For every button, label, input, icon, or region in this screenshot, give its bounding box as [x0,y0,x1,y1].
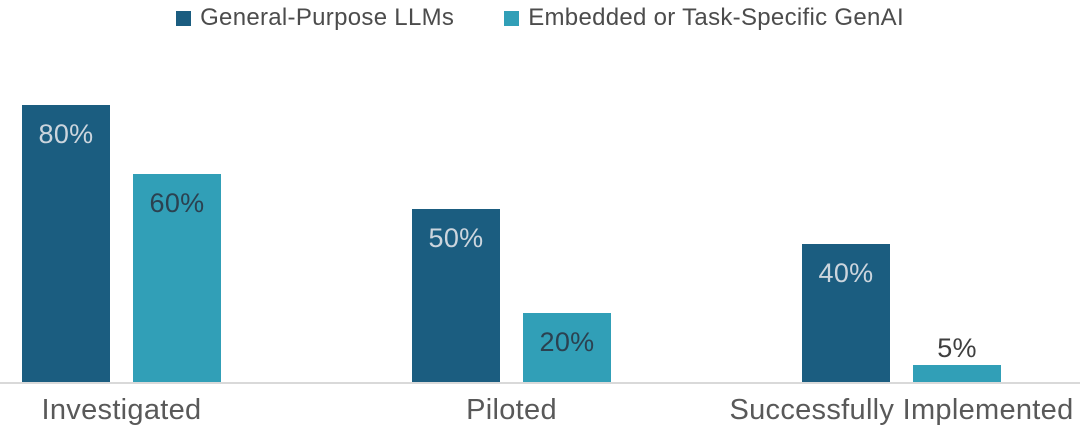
category-label-piloted: Piloted [466,394,557,426]
legend-item-general-purpose-llms: General-Purpose LLMs [176,4,454,32]
bar-embedded-or-task-specific-genai-piloted [523,313,611,382]
category-label-successfully-implemented: Successfully Implemented [729,394,1074,426]
data-label: 20% [539,327,595,357]
data-label: 50% [428,223,484,253]
legend-item-embedded-or-task-specific-genai: Embedded or Task-Specific GenAI [504,4,904,32]
bar-general-purpose-llms-investigated [22,105,110,382]
legend-swatch-icon [176,10,192,26]
bar-general-purpose-llms-successfully-implemented [802,244,890,382]
bar-general-purpose-llms-piloted [412,209,500,382]
data-label: 5% [937,333,977,363]
chart-legend: General-Purpose LLMs Embedded or Task-Sp… [0,4,1080,32]
legend-swatch-icon [504,10,520,26]
data-label: 80% [38,119,94,149]
bar-embedded-or-task-specific-genai-investigated [133,174,221,382]
data-label: 60% [149,188,205,218]
category-label-investigated: Investigated [41,394,202,426]
legend-label: General-Purpose LLMs [200,4,455,31]
legend-label: Embedded or Task-Specific GenAI [528,4,904,31]
bar-embedded-or-task-specific-genai-successfully-implemented [913,365,1001,382]
data-label: 40% [818,258,874,288]
plot-area [0,38,1080,384]
